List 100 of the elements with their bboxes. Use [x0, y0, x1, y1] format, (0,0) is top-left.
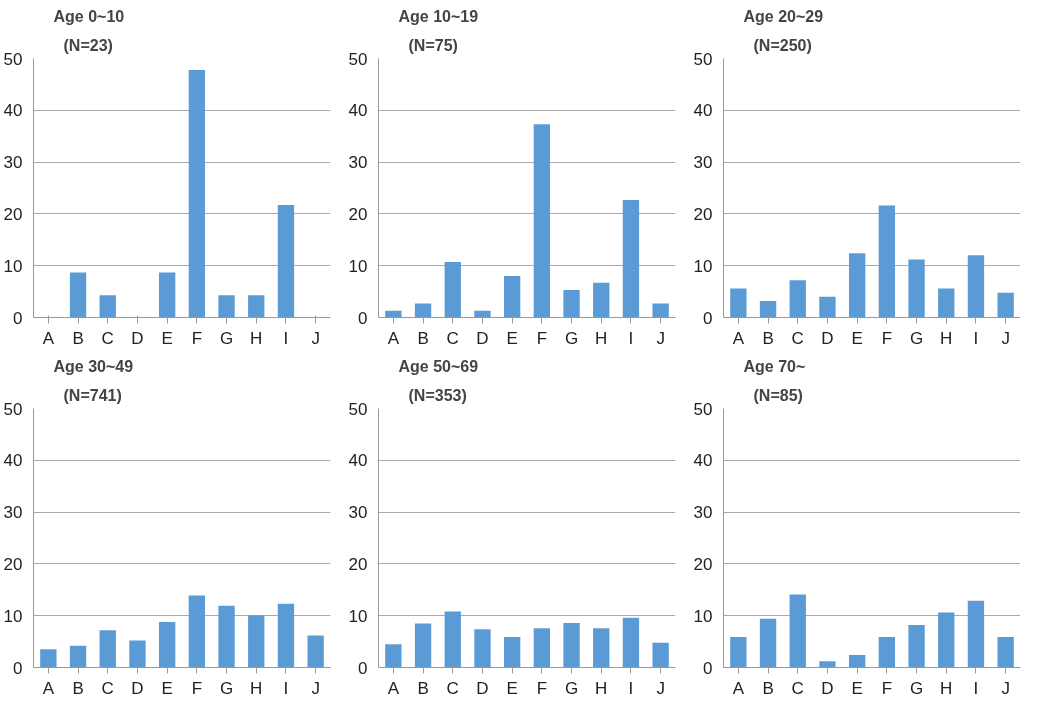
x-tick-label: E — [506, 328, 518, 348]
y-tick-label: 40 — [3, 101, 23, 121]
chart-subtitle: (N=250) — [753, 36, 812, 54]
y-tick-label: 50 — [348, 49, 368, 69]
x-tick-label: J — [311, 678, 320, 698]
chart-subtitle: (N=353) — [408, 386, 467, 404]
y-tick-label: 50 — [693, 399, 713, 419]
y-tick-label: 40 — [3, 451, 23, 471]
x-tick-label: B — [762, 328, 774, 348]
x-tick-label: G — [219, 678, 234, 698]
y-tick-label: 0 — [358, 308, 368, 328]
x-tick-label: H — [940, 328, 953, 348]
y-tick-label: 10 — [348, 606, 368, 626]
x-tick-label: D — [476, 678, 489, 698]
y-tick-label: 30 — [348, 503, 368, 523]
x-tick-label: A — [732, 328, 745, 348]
x-tick-label: F — [536, 678, 548, 698]
y-tick-label: 40 — [348, 101, 368, 121]
x-tick-label: A — [387, 328, 400, 348]
chart-title: Age 30~49 — [53, 357, 134, 375]
y-tick-label: 50 — [693, 49, 713, 69]
y-tick-label: 30 — [3, 153, 23, 173]
x-tick-label: D — [821, 328, 834, 348]
y-tick-label: 20 — [693, 554, 713, 574]
x-tick-label: B — [72, 678, 84, 698]
x-tick-label: F — [191, 328, 203, 348]
x-tick-label: A — [42, 328, 55, 348]
y-tick-label: 50 — [348, 399, 368, 419]
x-tick-label: I — [973, 678, 979, 698]
chart-title: Age 10~19 — [398, 7, 479, 25]
x-tick-label: C — [446, 678, 459, 698]
y-tick-label: 0 — [13, 308, 23, 328]
y-tick-label: 30 — [348, 153, 368, 173]
x-tick-label: C — [446, 328, 459, 348]
x-tick-label: I — [283, 678, 289, 698]
x-tick-label: G — [564, 328, 579, 348]
x-tick-label: I — [283, 328, 289, 348]
x-tick-label: D — [131, 328, 144, 348]
x-tick-label: H — [250, 328, 263, 348]
x-tick-label: H — [595, 678, 608, 698]
x-tick-label: C — [791, 678, 804, 698]
chart-subtitle: (N=23) — [63, 36, 113, 54]
y-tick-label: 50 — [3, 399, 23, 419]
x-tick-label: J — [656, 678, 665, 698]
x-tick-label: C — [101, 678, 114, 698]
x-tick-label: J — [1001, 678, 1010, 698]
x-tick-label: B — [762, 678, 774, 698]
x-tick-label: B — [72, 328, 84, 348]
y-tick-label: 50 — [3, 49, 23, 69]
y-tick-label: 20 — [3, 554, 23, 574]
y-tick-label: 30 — [693, 503, 713, 523]
x-tick-label: I — [628, 678, 634, 698]
chart-subtitle: (N=85) — [753, 386, 803, 404]
y-tick-label: 10 — [3, 606, 23, 626]
y-tick-label: 40 — [348, 451, 368, 471]
x-tick-label: C — [101, 328, 114, 348]
x-tick-label: E — [161, 678, 173, 698]
y-tick-label: 0 — [703, 658, 713, 678]
x-tick-label: E — [161, 328, 173, 348]
x-tick-label: F — [881, 678, 893, 698]
x-tick-label: G — [219, 328, 234, 348]
x-tick-label: C — [791, 328, 804, 348]
y-tick-label: 40 — [693, 451, 713, 471]
x-tick-label: A — [42, 678, 55, 698]
y-tick-label: 20 — [348, 554, 368, 574]
y-tick-label: 10 — [3, 256, 23, 276]
y-tick-label: 0 — [358, 658, 368, 678]
y-tick-label: 0 — [13, 658, 23, 678]
x-tick-label: A — [387, 678, 400, 698]
y-tick-label: 10 — [693, 606, 713, 626]
x-tick-label: F — [191, 678, 203, 698]
y-tick-label: 10 — [693, 256, 713, 276]
x-tick-label: B — [417, 328, 429, 348]
x-tick-label: I — [628, 328, 634, 348]
x-tick-label: D — [821, 678, 834, 698]
x-tick-label: J — [311, 328, 320, 348]
x-tick-label: G — [564, 678, 579, 698]
y-tick-label: 40 — [693, 101, 713, 121]
x-tick-label: E — [506, 678, 518, 698]
x-tick-label: D — [476, 328, 489, 348]
y-tick-label: 30 — [693, 153, 713, 173]
x-tick-label: H — [940, 678, 953, 698]
x-tick-label: F — [881, 328, 893, 348]
y-tick-label: 30 — [3, 503, 23, 523]
x-tick-label: J — [656, 328, 665, 348]
chart-subtitle: (N=741) — [63, 386, 122, 404]
x-tick-label: D — [131, 678, 144, 698]
chart-title: Age 70~ — [743, 357, 806, 375]
chart-subtitle: (N=75) — [408, 36, 458, 54]
y-tick-label: 20 — [693, 204, 713, 224]
y-tick-label: 20 — [3, 204, 23, 224]
x-tick-label: I — [973, 328, 979, 348]
chart-title: Age 20~29 — [743, 7, 824, 25]
x-tick-label: J — [1001, 328, 1010, 348]
x-tick-label: G — [909, 678, 924, 698]
chart-title: Age 0~10 — [53, 7, 125, 25]
x-tick-label: F — [536, 328, 548, 348]
x-tick-label: G — [909, 328, 924, 348]
x-tick-label: H — [250, 678, 263, 698]
y-tick-label: 10 — [348, 256, 368, 276]
